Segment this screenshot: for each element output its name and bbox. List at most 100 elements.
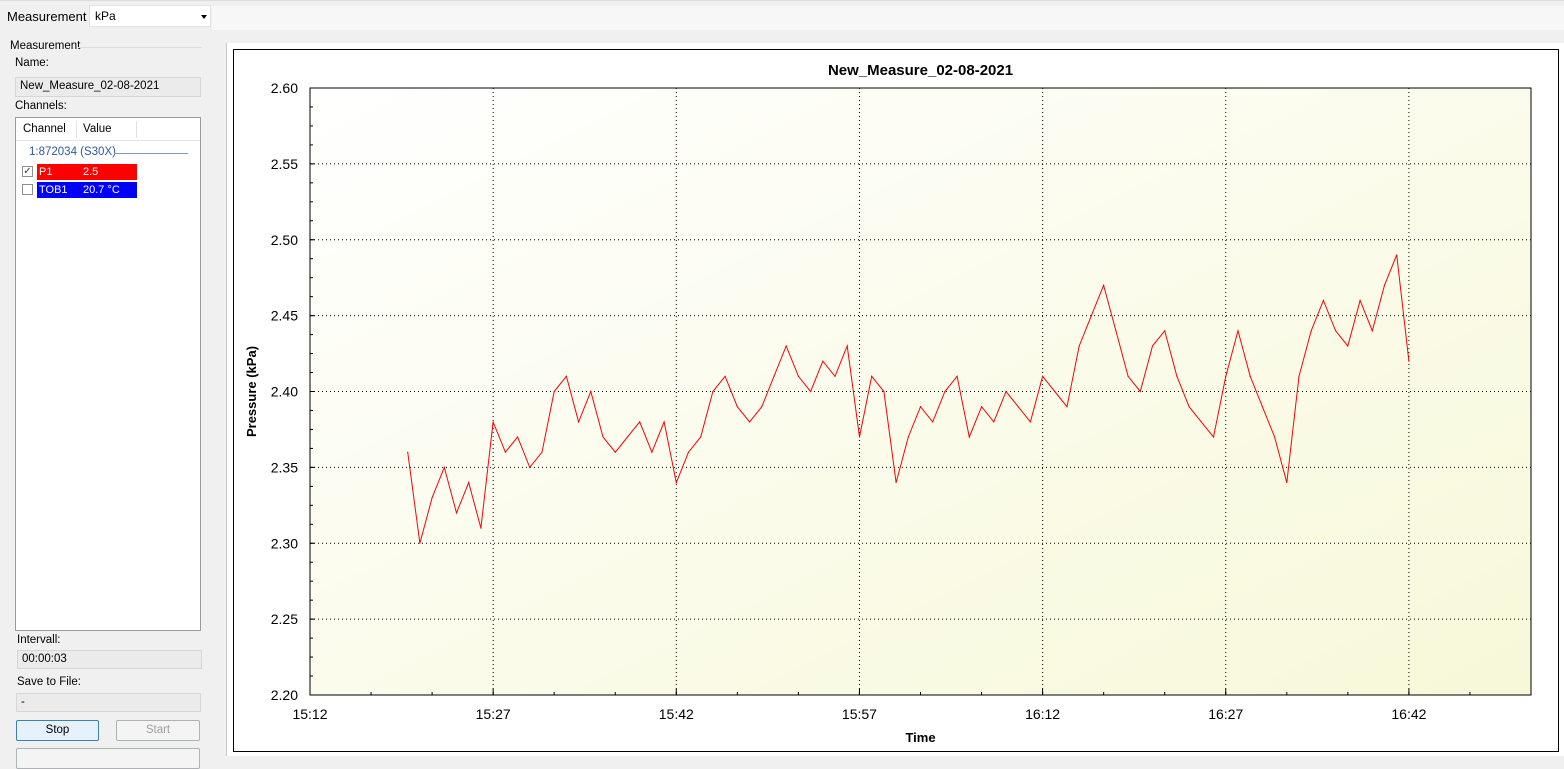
stop-button[interactable]: Stop bbox=[16, 720, 99, 741]
y-tick-label: 2.30 bbox=[271, 535, 298, 551]
channel-name: TOB1 bbox=[39, 184, 68, 196]
data-point bbox=[687, 451, 690, 453]
save-field[interactable]: - bbox=[16, 693, 201, 712]
y-tick-label: 2.45 bbox=[271, 308, 298, 324]
data-point bbox=[663, 421, 665, 423]
data-point bbox=[919, 406, 922, 408]
chart-frame: 2.20 2.25 2.30 2.35 2.40 2.45 2.50 2.55 2.60 15:… bbox=[233, 49, 1559, 752]
channel-value: 2.5 bbox=[83, 166, 99, 178]
x-tick-label: 16:42 bbox=[1391, 706, 1426, 722]
channel-name: P1 bbox=[39, 166, 53, 178]
data-point bbox=[1115, 330, 1117, 332]
data-point bbox=[785, 345, 787, 347]
data-point bbox=[1017, 406, 1019, 408]
measurement-panel: Measurement Name: New_Measure_02-08-2021… bbox=[0, 36, 210, 769]
unit-select[interactable]: kPa bbox=[89, 5, 211, 27]
data-point bbox=[907, 436, 909, 438]
data-point bbox=[1066, 406, 1068, 408]
x-tick-label: 15:12 bbox=[292, 706, 327, 722]
measurement-label: Measurement bbox=[7, 9, 87, 24]
channel-checkbox-p1[interactable]: ✓ bbox=[22, 166, 33, 177]
data-point bbox=[932, 421, 934, 423]
unit-select-value: kPa bbox=[95, 9, 116, 23]
tick-marks bbox=[309, 87, 1532, 696]
save-label: Save to File: bbox=[17, 676, 81, 688]
data-point bbox=[553, 390, 555, 393]
chart-title: New_Measure_02-08-2021 bbox=[828, 62, 1013, 79]
channel-row-tob1[interactable]: TOB1 20.7 °C bbox=[22, 182, 138, 198]
data-point bbox=[639, 421, 641, 423]
data-point bbox=[578, 421, 580, 423]
group-divider bbox=[78, 47, 202, 48]
data-point bbox=[956, 375, 958, 377]
data-point bbox=[504, 451, 506, 453]
start-button[interactable]: Start bbox=[116, 720, 200, 741]
data-point bbox=[858, 436, 861, 438]
data-point bbox=[1371, 330, 1373, 332]
data-point bbox=[602, 436, 604, 438]
plot-area bbox=[309, 87, 1532, 696]
data-point bbox=[1396, 254, 1398, 256]
column-separator bbox=[76, 121, 77, 138]
data-point bbox=[1408, 360, 1410, 362]
data-point bbox=[761, 406, 763, 408]
data-point bbox=[748, 421, 751, 423]
data-point bbox=[834, 375, 836, 377]
channel-list[interactable]: Channel Value 1:872034 (S30X) ✓ P1 2.5 T… bbox=[15, 117, 201, 631]
data-point bbox=[1164, 330, 1166, 332]
interval-field[interactable]: 00:00:03 bbox=[17, 650, 202, 669]
data-point bbox=[1273, 436, 1276, 438]
data-point bbox=[1200, 421, 1202, 423]
data-point bbox=[1127, 375, 1129, 377]
channel-checkbox-tob1[interactable] bbox=[22, 184, 33, 195]
group-title: Measurement bbox=[10, 40, 81, 52]
y-tick-labels: 2.20 2.25 2.30 2.35 2.40 2.45 2.50 2.55 2.60 bbox=[271, 80, 298, 703]
data-point bbox=[626, 436, 629, 438]
data-point bbox=[1090, 315, 1093, 317]
data-point bbox=[944, 390, 946, 393]
device-group: 1:872034 (S30X) bbox=[29, 146, 116, 158]
pressure-chart: 2.20 2.25 2.30 2.35 2.40 2.45 2.50 2.55 2.60 15:… bbox=[244, 62, 1532, 745]
data-point bbox=[1188, 406, 1190, 408]
toolbar: Measurement kPa bbox=[0, 0, 1564, 31]
name-label: Name: bbox=[15, 57, 49, 69]
data-point bbox=[651, 451, 653, 453]
channel-chip-tob1: TOB1 20.7 °C bbox=[37, 182, 137, 198]
data-point bbox=[1347, 345, 1349, 347]
data-point bbox=[419, 542, 421, 544]
data-point bbox=[1176, 375, 1178, 377]
data-point bbox=[968, 436, 970, 438]
data-point bbox=[614, 451, 616, 453]
column-value[interactable]: Value bbox=[83, 123, 112, 135]
data-point bbox=[529, 466, 531, 468]
more-button[interactable] bbox=[16, 748, 200, 769]
data-point bbox=[1212, 436, 1215, 438]
x-tick-label: 15:27 bbox=[476, 706, 511, 722]
data-point bbox=[1139, 390, 1141, 393]
data-point bbox=[895, 481, 897, 484]
chart-panel: 2.20 2.25 2.30 2.35 2.40 2.45 2.50 2.55 2.60 15:… bbox=[226, 43, 1564, 756]
y-tick-label: 2.25 bbox=[271, 611, 298, 627]
data-point bbox=[590, 390, 592, 393]
channel-chip-p1: P1 2.5 bbox=[37, 164, 137, 180]
data-point bbox=[1249, 375, 1251, 377]
device-group-line bbox=[114, 153, 188, 154]
data-point bbox=[480, 527, 482, 529]
x-tick-label: 16:27 bbox=[1208, 706, 1243, 722]
data-point bbox=[773, 375, 775, 377]
data-point bbox=[980, 406, 983, 408]
data-point bbox=[846, 345, 848, 347]
data-point bbox=[675, 481, 677, 484]
data-point bbox=[1383, 284, 1386, 286]
data-point bbox=[1042, 375, 1044, 377]
column-channel[interactable]: Channel bbox=[23, 123, 66, 135]
data-point bbox=[1286, 481, 1288, 484]
name-field[interactable]: New_Measure_02-08-2021 bbox=[15, 77, 201, 97]
data-point bbox=[1151, 345, 1154, 347]
channel-row-p1[interactable]: ✓ P1 2.5 bbox=[22, 164, 138, 180]
data-point bbox=[1335, 330, 1337, 332]
data-point bbox=[822, 360, 824, 362]
data-point bbox=[1298, 375, 1300, 377]
data-point bbox=[1078, 345, 1080, 347]
data-point bbox=[700, 436, 702, 438]
